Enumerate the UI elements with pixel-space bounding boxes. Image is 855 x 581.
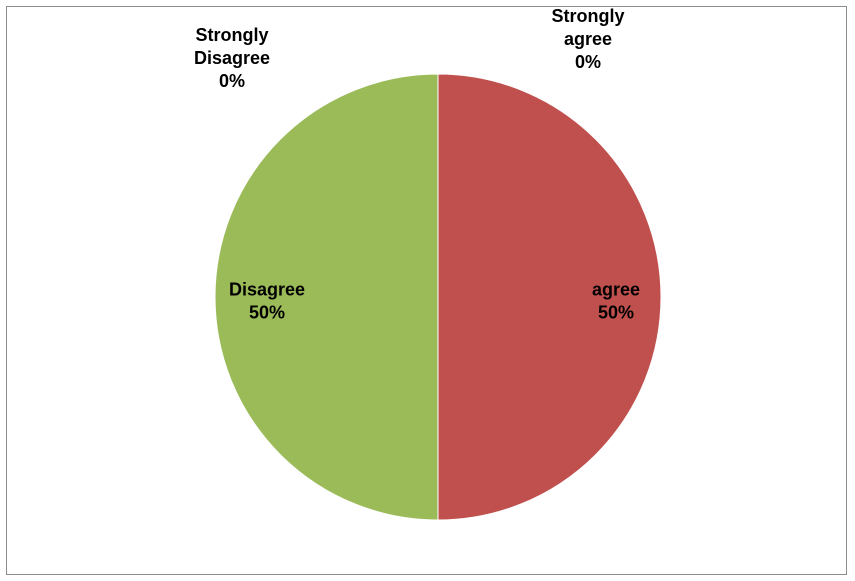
pie-chart: Strongly agree 0% agree 50% Disagree 50% Strong… <box>194 7 662 521</box>
data-label-strongly-disagree: Strongly Disagree 0% <box>194 25 270 91</box>
chart-area: Strongly agree 0% agree 50% Disagree 50% Strong… <box>6 6 847 575</box>
pie-slice-agree <box>437 73 662 521</box>
pie-slices <box>214 73 662 521</box>
pie-labels: Strongly agree 0% agree 50% Disagree 50% Strong… <box>194 7 640 323</box>
data-label-agree: agree 50% <box>592 280 640 323</box>
pie-slice-disagree <box>214 73 439 521</box>
data-label-strongly-agree: Strongly agree 0% <box>551 7 624 72</box>
data-label-disagree: Disagree 50% <box>229 280 305 323</box>
